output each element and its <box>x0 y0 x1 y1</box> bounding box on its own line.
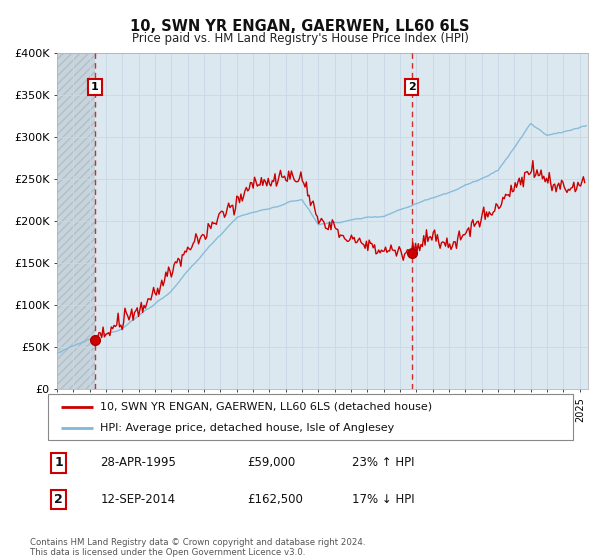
Text: Price paid vs. HM Land Registry's House Price Index (HPI): Price paid vs. HM Land Registry's House … <box>131 32 469 45</box>
FancyBboxPatch shape <box>48 394 573 440</box>
Text: £162,500: £162,500 <box>248 493 304 506</box>
Text: £59,000: £59,000 <box>248 456 296 469</box>
Text: 28-APR-1995: 28-APR-1995 <box>101 456 176 469</box>
Text: 10, SWN YR ENGAN, GAERWEN, LL60 6LS (detached house): 10, SWN YR ENGAN, GAERWEN, LL60 6LS (det… <box>101 402 433 412</box>
Text: HPI: Average price, detached house, Isle of Anglesey: HPI: Average price, detached house, Isle… <box>101 423 395 433</box>
Text: 2: 2 <box>408 82 416 92</box>
Text: 17% ↓ HPI: 17% ↓ HPI <box>353 493 415 506</box>
Text: 1: 1 <box>54 456 63 469</box>
Text: 2: 2 <box>54 493 63 506</box>
Text: 23% ↑ HPI: 23% ↑ HPI <box>353 456 415 469</box>
Bar <box>57 53 95 389</box>
Text: 1: 1 <box>91 82 99 92</box>
Text: 10, SWN YR ENGAN, GAERWEN, LL60 6LS: 10, SWN YR ENGAN, GAERWEN, LL60 6LS <box>130 19 470 34</box>
Text: 12-SEP-2014: 12-SEP-2014 <box>101 493 176 506</box>
Text: Contains HM Land Registry data © Crown copyright and database right 2024.
This d: Contains HM Land Registry data © Crown c… <box>30 538 365 557</box>
